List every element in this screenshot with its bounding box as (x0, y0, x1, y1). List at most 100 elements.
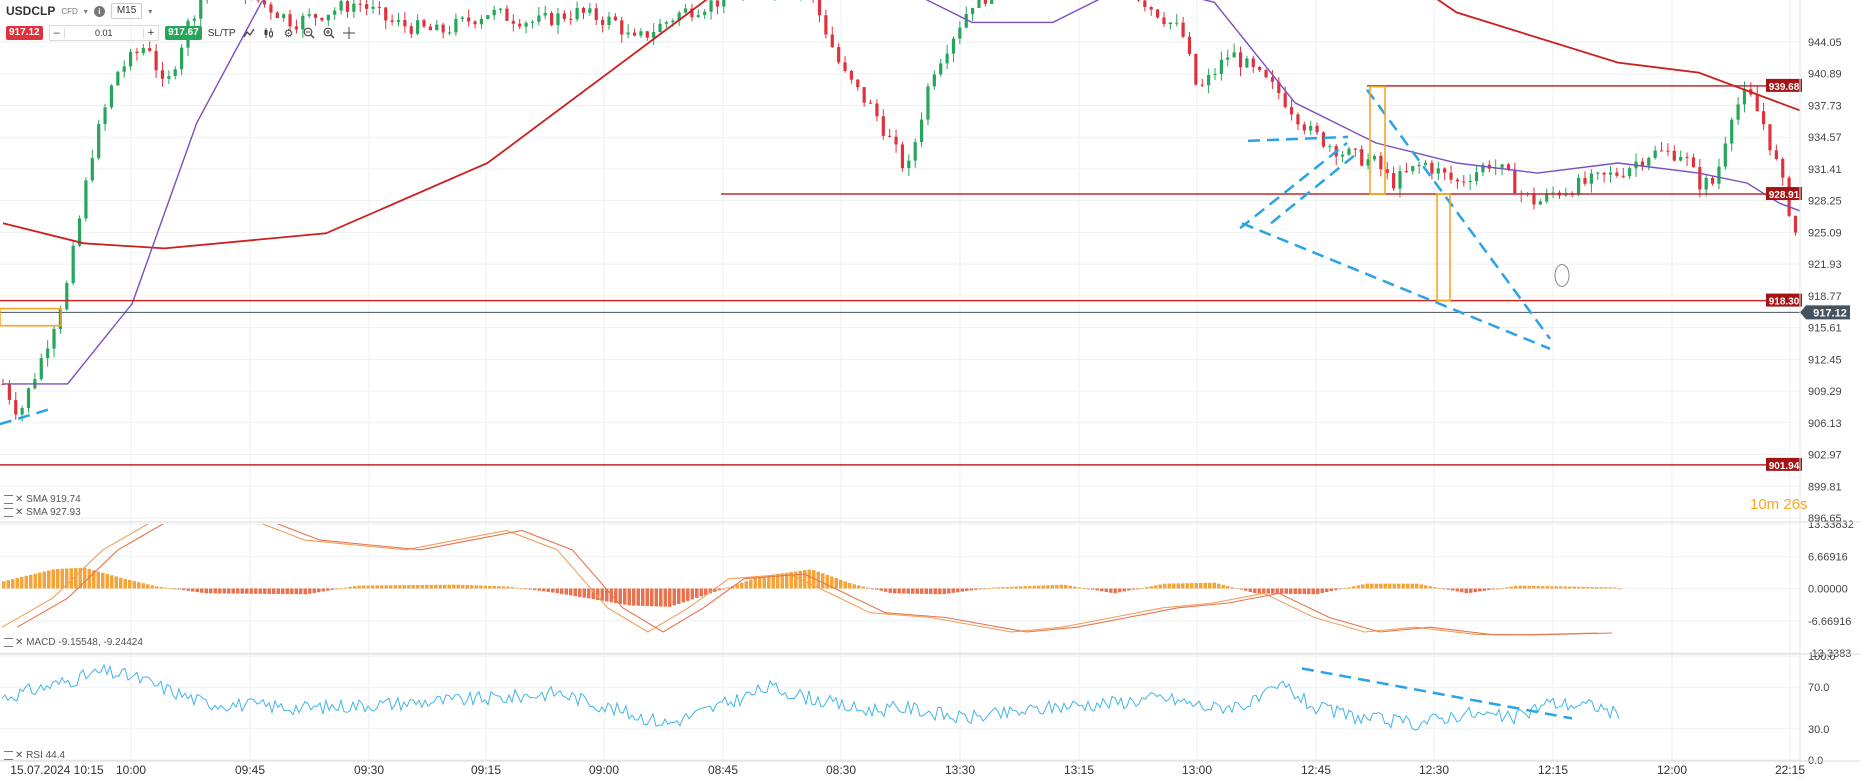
increase-button[interactable]: + (147, 27, 155, 39)
macd-bar (1532, 585, 1536, 589)
macd-bar (1424, 585, 1428, 589)
macd-bar (533, 588, 537, 591)
macd-bar (699, 588, 703, 597)
macd-bar (596, 588, 600, 600)
x-tick-label: 09:30 (354, 763, 384, 777)
macd-bar (254, 588, 258, 594)
macd-bar (1347, 587, 1351, 589)
menu-icon[interactable] (4, 637, 13, 647)
macd-bar (1190, 583, 1194, 589)
macd-bar (803, 570, 807, 589)
rsi-label[interactable]: ✕ RSI 44.4 (4, 750, 65, 761)
settings-icon[interactable]: ⚙ (283, 27, 294, 40)
macd-bar (821, 573, 825, 589)
candle-body (1577, 177, 1581, 195)
candle-body (1347, 148, 1351, 155)
candle-body (530, 21, 535, 23)
macd-bar (1604, 587, 1608, 589)
sma-fast-label[interactable]: ✕ SMA 919.74 (4, 494, 81, 505)
macd-bar (348, 586, 352, 589)
candle-body (1162, 17, 1166, 25)
candles-icon[interactable] (262, 26, 276, 40)
level-tag-label: 939.68 (1769, 82, 1800, 93)
candle-body (1417, 164, 1421, 167)
macd-signal-line (16, 524, 1613, 636)
rsi-panel[interactable] (1, 663, 1620, 731)
x-tick-label: 12:00 (1657, 763, 1687, 777)
symbol-name[interactable]: USDCLP (6, 4, 56, 18)
macd-bar (1581, 586, 1585, 589)
macd-bar (393, 585, 397, 589)
candle-body (358, 3, 362, 5)
macd-bar (1554, 586, 1558, 589)
candle-body (664, 22, 669, 24)
macd-bar (1244, 588, 1248, 591)
macd-bar (546, 588, 550, 592)
candle-body (683, 8, 688, 13)
macd-bar (1104, 588, 1108, 592)
macd-bar (56, 568, 60, 589)
macd-bar (780, 573, 784, 589)
macd-bar (1311, 588, 1315, 595)
macd-label[interactable]: ✕ MACD -9.15548, -9.24424 (4, 637, 143, 648)
macd-bar (1289, 588, 1293, 594)
macd-bar (722, 588, 726, 590)
candle-body (498, 8, 503, 10)
menu-icon[interactable] (4, 750, 13, 760)
macd-bar (758, 576, 762, 589)
menu-icon[interactable] (4, 494, 13, 504)
candle-body (1506, 164, 1511, 170)
price-panel[interactable]: 939.68 928.91 918.30 901.94 917.12 (0, 0, 1860, 472)
quantity-input[interactable]: 0.01 (63, 28, 144, 38)
level-tag (1766, 187, 1802, 201)
macd-bar (38, 572, 42, 589)
candle-body (1455, 179, 1460, 182)
zoom-in-icon[interactable] (322, 26, 336, 40)
macd-bar (1032, 585, 1036, 589)
chevron-down-icon[interactable]: ▾ (83, 6, 88, 16)
macd-bar (843, 581, 847, 589)
candle-body (313, 14, 318, 18)
macd-bar (762, 575, 766, 589)
crosshair-icon[interactable] (342, 26, 356, 40)
macd-bar (339, 588, 343, 590)
macd-bar (929, 588, 933, 595)
candle-body (435, 24, 439, 31)
sl-tp-button[interactable]: SL/TP (207, 27, 236, 39)
macd-bar (227, 588, 231, 594)
candle-body (1155, 9, 1160, 18)
decrease-button[interactable]: – (53, 27, 60, 39)
macd-bar (443, 584, 447, 589)
candle-body (460, 17, 464, 19)
macd-bar (906, 588, 910, 594)
buy-button[interactable]: 917.67 (165, 26, 202, 40)
line-chart-icon[interactable] (242, 26, 256, 40)
macd-bar (20, 576, 24, 589)
menu-icon[interactable] (4, 507, 13, 517)
info-icon[interactable]: i (93, 5, 105, 17)
sell-button[interactable]: 917.12 (6, 26, 43, 40)
macd-bar (911, 588, 915, 594)
macd-bar (920, 588, 924, 594)
candle-body (294, 26, 299, 30)
timeframe-selector[interactable]: M15 (110, 3, 143, 19)
macd-bar (69, 568, 73, 589)
zoom-out-icon[interactable] (302, 26, 316, 40)
quantity-stepper[interactable]: – 0.01 + (48, 25, 160, 41)
chevron-down-icon[interactable]: ▾ (148, 6, 153, 16)
macd-bar (1338, 588, 1342, 590)
sma-slow-label[interactable]: ✕ SMA 927.93 (4, 507, 81, 518)
candle-body (269, 4, 273, 13)
candle-body (824, 15, 828, 35)
candle-body (1219, 59, 1223, 75)
candle-body (626, 32, 630, 35)
candle-body (333, 10, 337, 15)
candle-body (1366, 159, 1370, 166)
macd-bar (1010, 586, 1014, 589)
macd-bar (704, 588, 708, 595)
macd-bar (267, 588, 271, 594)
macd-bar (1419, 584, 1423, 589)
candle-body (1423, 162, 1428, 165)
macd-panel[interactable] (1, 511, 1621, 636)
